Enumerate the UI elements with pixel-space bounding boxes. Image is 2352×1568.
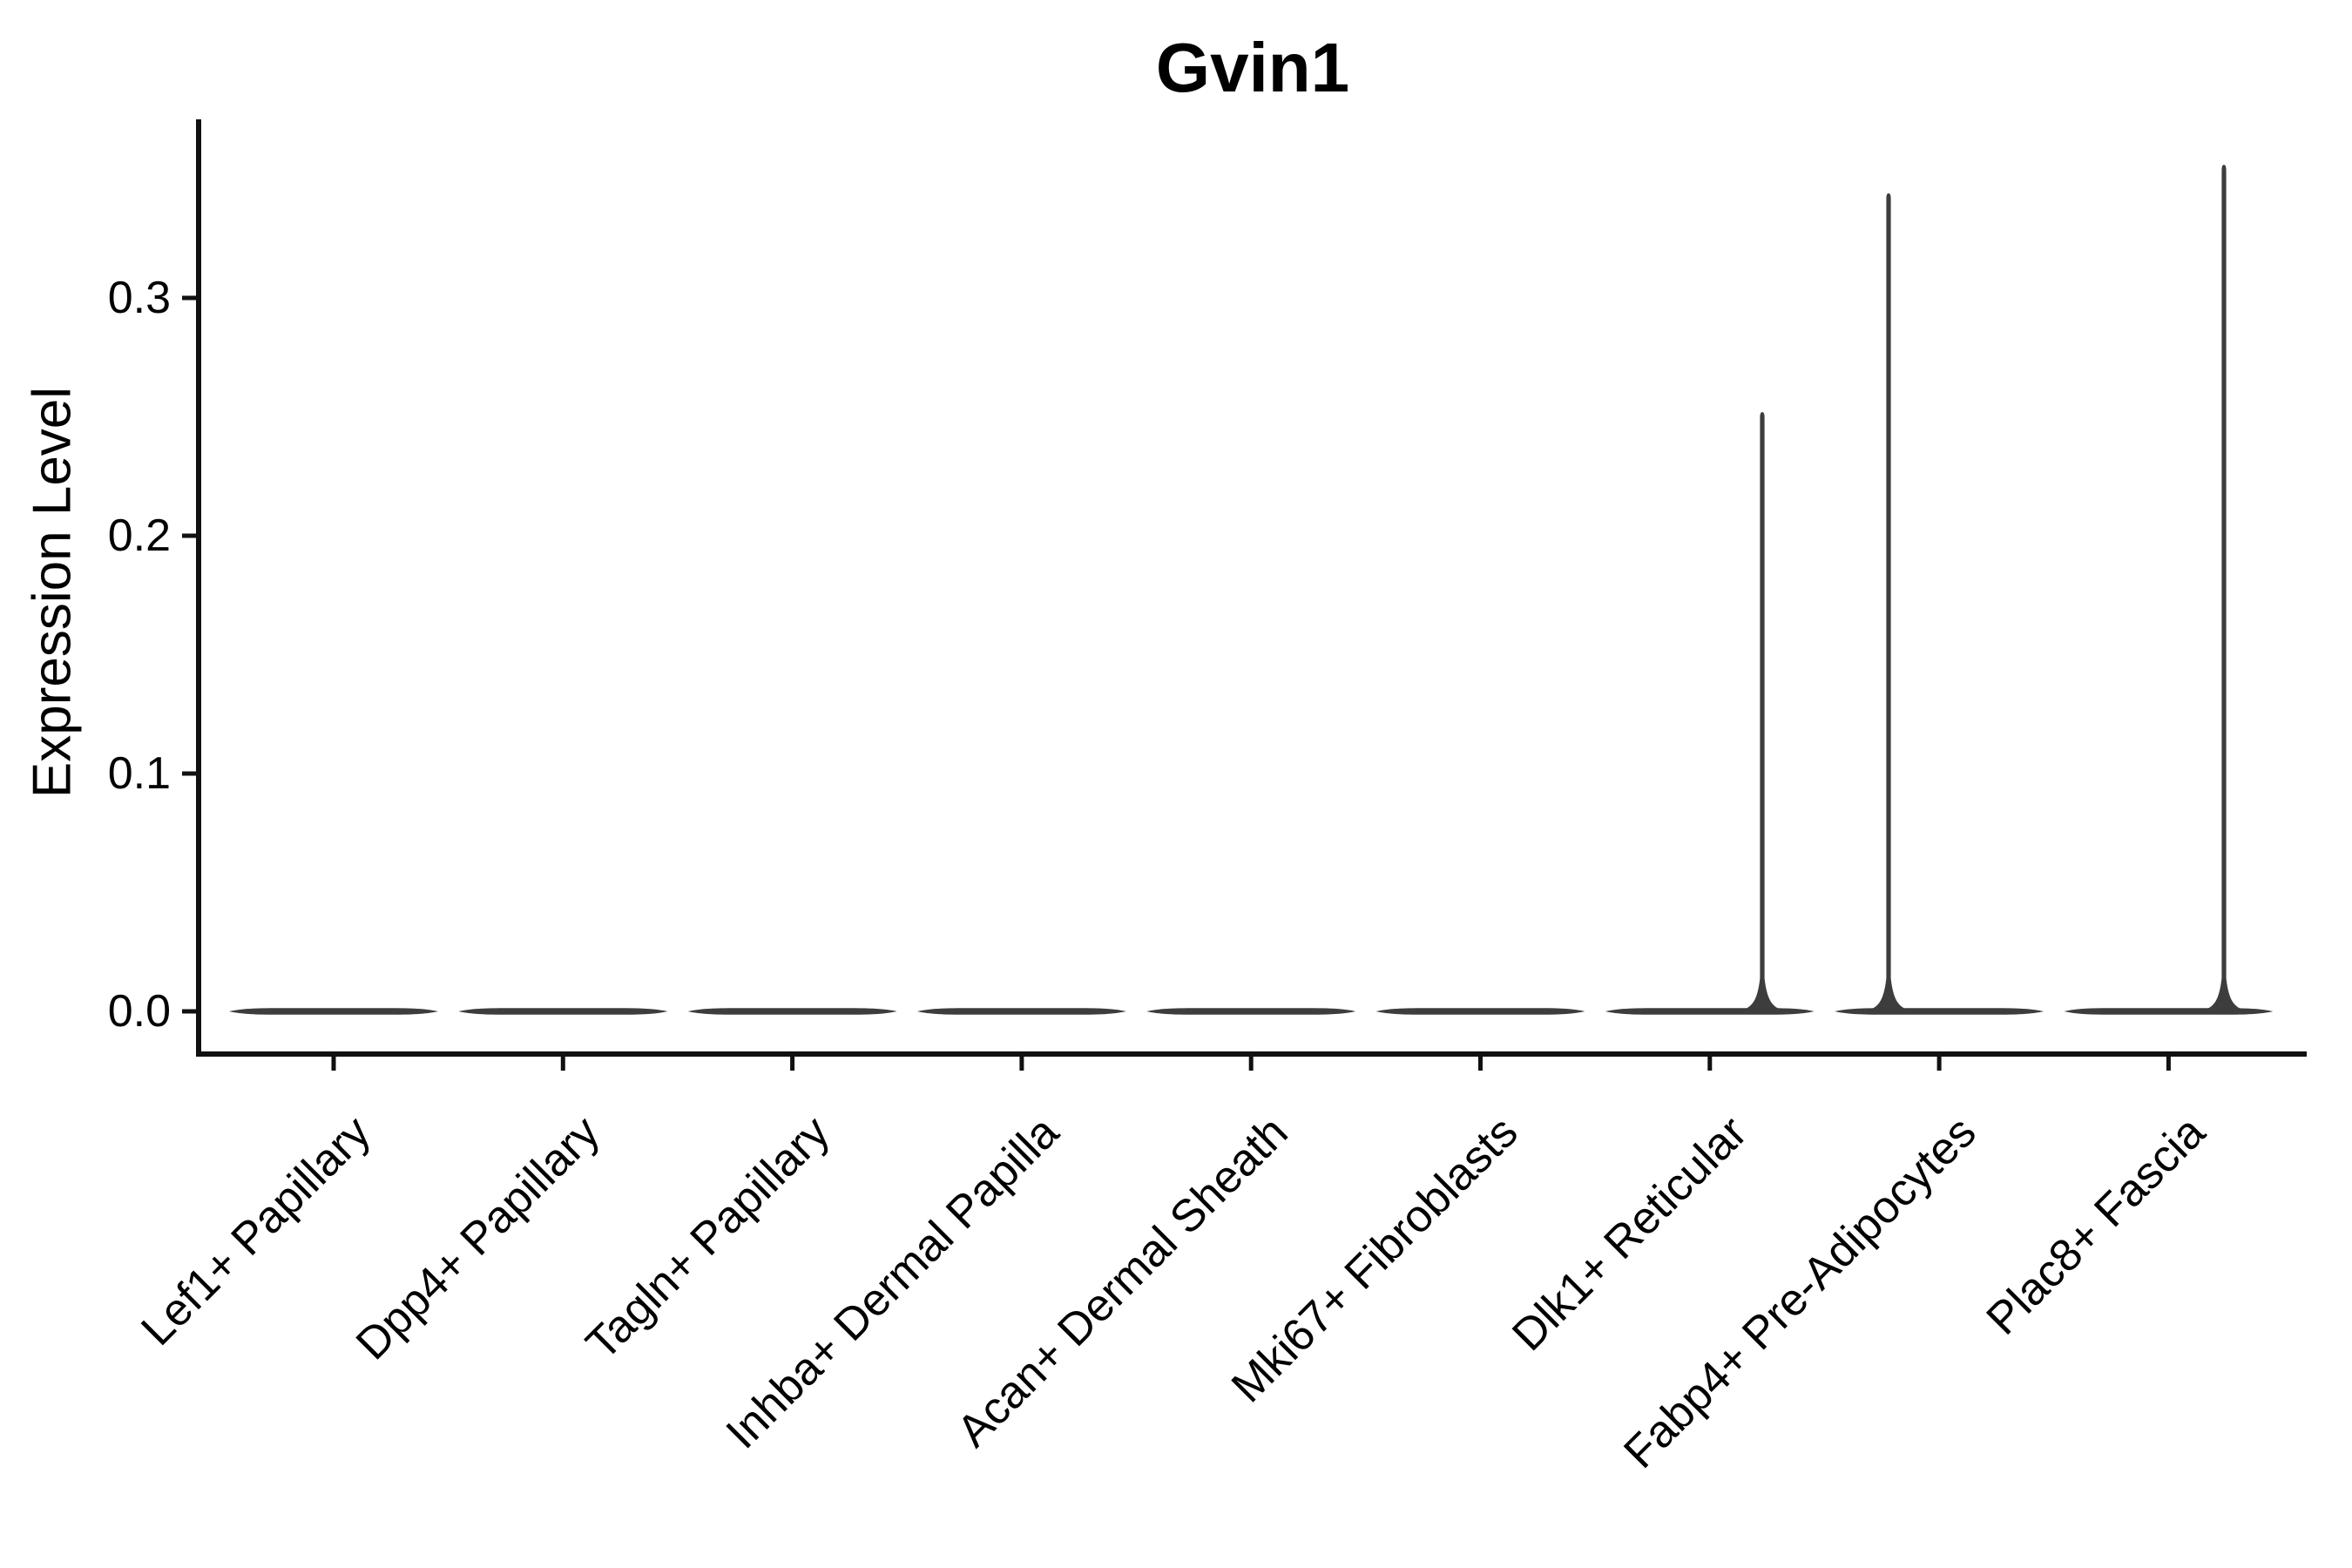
y-tick-label: 0.0 — [107, 986, 171, 1037]
y-tick-label: 0.3 — [107, 273, 171, 323]
y-tick-label: 0.1 — [107, 748, 171, 799]
violin-body — [229, 1008, 438, 1015]
violin-body — [1146, 1008, 1356, 1015]
violin-body — [687, 1008, 897, 1015]
violin-spike — [2196, 165, 2252, 1011]
violin-body — [458, 1008, 668, 1015]
violin-body — [916, 1008, 1126, 1015]
y-tick-label: 0.2 — [107, 510, 171, 561]
violin-body — [1375, 1008, 1585, 1015]
violin-spike — [1861, 193, 1916, 1011]
violin-spike — [1734, 412, 1790, 1011]
chart-title: Gvin1 — [1155, 29, 1350, 106]
